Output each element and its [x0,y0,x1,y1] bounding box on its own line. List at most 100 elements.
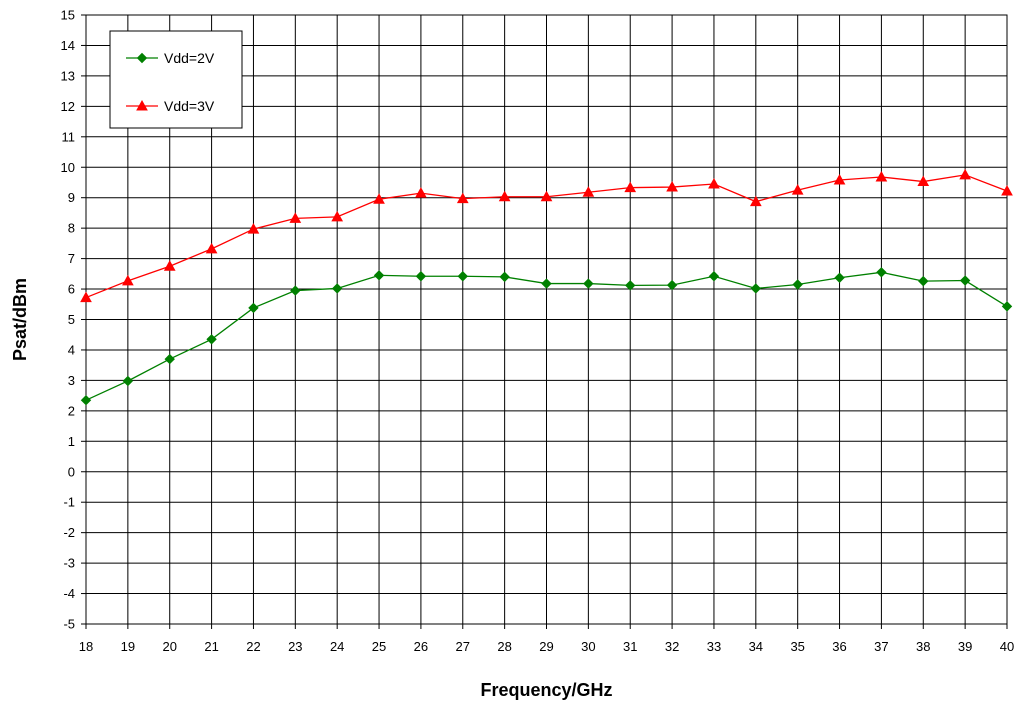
y-tick-label: 9 [68,190,75,205]
data-point [750,283,762,294]
x-tick-label: 32 [665,639,679,654]
y-tick-label: 4 [68,342,75,357]
x-tick-label: 38 [916,639,930,654]
legend-item: Vdd=3V [126,98,215,114]
data-point [876,267,887,278]
data-point [498,190,511,202]
y-tick-label: 12 [61,99,75,114]
data-point [666,181,678,192]
data-point [248,302,259,314]
y-tick-label: -3 [63,556,75,571]
y-tick-label: 13 [61,68,75,83]
data-point [666,279,678,291]
data-point [331,283,343,294]
data-point [415,187,427,198]
data-point [289,212,302,223]
series-2 [80,168,1013,303]
data-point [164,353,175,365]
x-tick-label: 23 [288,639,302,654]
x-tick-label: 19 [121,639,135,654]
data-point [206,334,217,345]
data-point [457,271,468,282]
y-tick-label: 1 [68,434,75,449]
data-point [541,278,552,289]
data-point [583,278,594,289]
y-tick-label: -2 [63,525,75,540]
x-tick-label: 33 [707,639,721,654]
x-tick-label: 21 [204,639,218,654]
data-point [290,285,301,296]
x-tick-label: 36 [832,639,846,654]
y-tick-label: 5 [68,312,75,327]
data-point [875,170,888,182]
x-tick-label: 39 [958,639,972,654]
data-point [122,274,134,286]
series-layer [80,168,1013,406]
legend-label: Vdd=3V [164,98,215,114]
data-point [834,272,845,283]
data-point [499,271,510,283]
y-tick-label: -5 [63,617,75,632]
legend-item: Vdd=2V [126,50,215,66]
x-tick-label: 31 [623,639,637,654]
legend-label: Vdd=2V [164,50,215,66]
y-tick-label: 3 [68,373,75,388]
y-tick-label: 2 [68,403,75,418]
data-point [247,223,260,234]
x-tick-label: 20 [162,639,176,654]
y-tick-label: 14 [61,38,75,53]
data-point [415,271,427,282]
legend: Vdd=2V Vdd=3V [109,30,243,129]
data-point [456,192,469,204]
x-tick-label: 28 [497,639,511,654]
data-point [625,280,636,291]
x-tick-label: 37 [874,639,888,654]
x-tick-label: 27 [456,639,470,654]
data-point [624,181,637,193]
data-point [792,279,803,290]
x-tick-label: 18 [79,639,93,654]
y-tick-label: 10 [61,160,75,175]
series-1 [80,267,1013,406]
data-point [540,190,553,202]
x-tick-label: 22 [246,639,260,654]
data-point [959,275,971,286]
x-axis-ticks: 18 19 20 21 22 23 24 25 26 27 28 29 30 31 32 33 34 35 36 37… [79,624,1014,654]
data-point [205,242,218,254]
x-tick-label: 25 [372,639,386,654]
legend-swatch-marker [136,99,148,111]
data-point [582,186,595,197]
y-tick-label: -1 [63,495,75,510]
data-point [833,174,846,185]
x-tick-label: 34 [749,639,763,654]
data-point [749,195,762,207]
x-axis-title: Frequency/GHz [480,680,612,700]
x-tick-label: 24 [330,639,344,654]
data-point [959,168,971,180]
y-tick-label: 7 [68,251,75,266]
data-point [163,260,176,271]
data-point [1001,184,1013,196]
data-point [331,210,344,222]
data-point [918,275,929,287]
data-point [122,375,134,387]
data-point [80,291,92,303]
y-tick-label: -4 [63,586,75,601]
data-point [80,394,92,406]
x-tick-label: 35 [790,639,804,654]
x-tick-label: 40 [1000,639,1014,654]
legend-swatch-marker [136,52,148,64]
data-point [1001,301,1013,312]
y-tick-label: 8 [68,221,75,236]
y-tick-label: 15 [61,8,75,23]
data-point [373,193,385,204]
y-tick-label: 0 [68,464,75,479]
x-tick-label: 26 [414,639,428,654]
data-point [373,270,385,281]
y-tick-label: 6 [68,282,75,297]
data-point [708,177,720,189]
y-tick-label: 11 [62,129,76,144]
data-point [708,271,720,282]
